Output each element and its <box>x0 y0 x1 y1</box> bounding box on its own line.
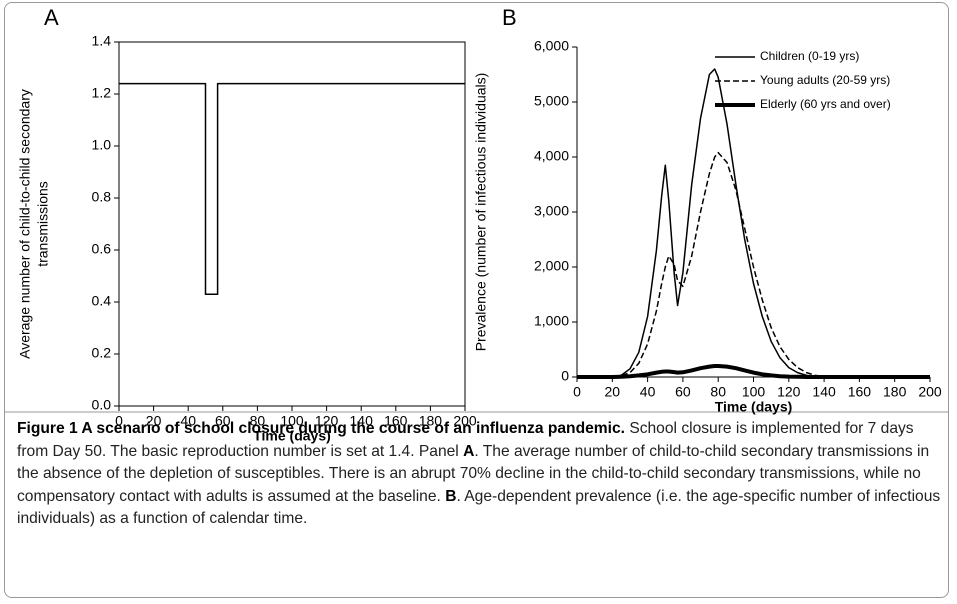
y-tick-label: 1.2 <box>92 85 112 101</box>
y-axis-label: transmissions <box>35 181 51 267</box>
y-axis-label: Average number of child-to-child seconda… <box>17 89 33 359</box>
x-tick-label: 120 <box>315 413 339 429</box>
caption-bold: Figure 1 A scenario of school closure du… <box>17 420 625 437</box>
caption-text: . Age-dependent prevalence (i.e. the age… <box>17 487 941 528</box>
y-tick-label: 0.4 <box>92 293 112 309</box>
data-line <box>577 151 930 378</box>
y-tick-label: 0.0 <box>92 397 112 413</box>
data-line <box>119 82 465 295</box>
x-axis-label: Time (days) <box>253 428 331 444</box>
legend-label: Young adults (20-59 yrs) <box>760 73 890 87</box>
x-tick-label: 160 <box>384 413 408 429</box>
x-tick-label: 60 <box>215 413 231 429</box>
x-tick-label: 100 <box>280 413 304 429</box>
caption-text: School closure is implemented for 7 days… <box>17 420 914 460</box>
panel-label: A <box>44 5 59 30</box>
x-tick-label: 180 <box>419 413 443 429</box>
y-tick-label: 3,000 <box>534 203 569 219</box>
x-tick-label: 40 <box>180 413 196 429</box>
x-tick-label: 40 <box>640 384 656 400</box>
x-tick-label: 120 <box>777 384 801 400</box>
x-tick-label: 80 <box>710 384 726 400</box>
x-tick-label: 160 <box>848 384 872 400</box>
x-tick-label: 0 <box>115 413 123 429</box>
x-tick-label: 180 <box>883 384 907 400</box>
y-tick-label: 1,000 <box>534 313 569 329</box>
legend-label: Elderly (60 yrs and over) <box>760 97 891 111</box>
caption: Figure 1 A scenario of school closure du… <box>17 418 945 531</box>
y-tick-label: 6,000 <box>534 38 569 54</box>
data-line <box>577 364 930 379</box>
y-tick-label: 1.4 <box>92 33 112 49</box>
x-tick-label: 60 <box>675 384 691 400</box>
y-tick-label: 1.0 <box>92 137 112 153</box>
x-tick-label: 200 <box>453 413 477 429</box>
y-axis-label: Prevalence (number of infectious individ… <box>473 73 489 352</box>
panel-label: B <box>502 5 517 30</box>
y-tick-label: 0.8 <box>92 189 112 205</box>
y-tick-label: 0 <box>561 368 569 384</box>
x-tick-label: 20 <box>146 413 162 429</box>
caption-text: . The average number of child-to-child s… <box>17 442 930 505</box>
x-tick-label: 140 <box>812 384 836 400</box>
x-tick-label: 20 <box>605 384 621 400</box>
plot-frame <box>118 41 466 407</box>
y-tick-label: 0.6 <box>92 241 112 257</box>
y-tick-label: 5,000 <box>534 93 569 109</box>
y-tick-label: 2,000 <box>534 258 569 274</box>
figure-frame <box>4 2 949 598</box>
x-tick-label: 100 <box>742 384 766 400</box>
x-tick-label: 140 <box>350 413 374 429</box>
caption-bold: A <box>463 442 475 460</box>
x-tick-label: 200 <box>918 384 942 400</box>
caption-bold: B <box>445 487 457 505</box>
x-tick-label: 80 <box>250 413 266 429</box>
x-axis-label: Time (days) <box>715 399 793 415</box>
data-line <box>577 68 930 378</box>
x-tick-label: 0 <box>573 384 581 400</box>
legend-label: Children (0-19 yrs) <box>760 49 859 63</box>
y-tick-label: 0.2 <box>92 345 112 361</box>
y-tick-label: 4,000 <box>534 148 569 164</box>
